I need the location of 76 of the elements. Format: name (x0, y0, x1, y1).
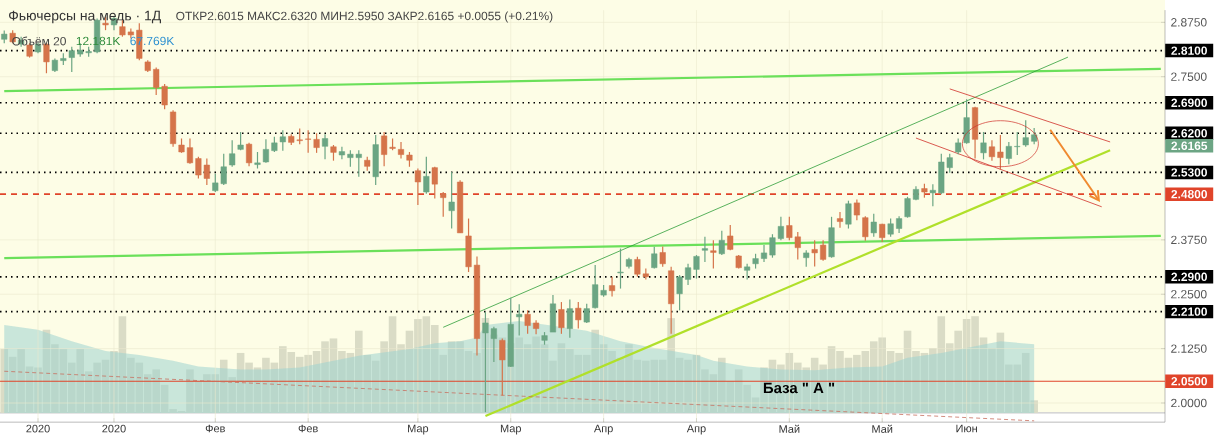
candlestick (845, 200, 852, 230)
candlestick (887, 217, 894, 238)
candlestick (718, 230, 725, 256)
y-tick-label: 2.2500 (1171, 290, 1207, 299)
candlestick (676, 274, 683, 311)
x-tick-label: Мар (408, 424, 429, 435)
annotation: База " А " (763, 382, 835, 394)
candlestick (583, 303, 590, 324)
candlestick (651, 246, 658, 270)
candlestick (760, 244, 768, 263)
ref-line-label: 2.6900 (1171, 98, 1207, 108)
candlestick (1005, 141, 1012, 165)
y-tick-label: 2.7500 (1171, 72, 1207, 81)
candlestick (744, 263, 751, 281)
candlestick (566, 298, 573, 339)
candlestick (710, 239, 717, 270)
candlestick (448, 171, 455, 230)
candlestick (997, 134, 1004, 170)
x-tick-label: Апр (686, 424, 706, 435)
chart-subtitle: ОТКР2.6015 МАКС2.6320 МИН2.5950 ЗАКР2.6165 +0.0055 (+0.21%) (176, 11, 553, 23)
candlestick (727, 224, 734, 251)
x-tick-label: Май (872, 424, 893, 433)
candlestick (338, 146, 345, 160)
x-tick-label: Фев (298, 424, 318, 433)
candlestick (440, 191, 447, 218)
candlestick (609, 276, 616, 298)
candlestick (516, 303, 523, 337)
candlestick (558, 301, 565, 335)
candlestick (862, 215, 869, 242)
candlestick (820, 239, 827, 262)
candlestick (1014, 131, 1021, 156)
candlestick (1022, 119, 1029, 148)
ref-line-label: 2.6200 (1171, 129, 1207, 138)
y-tick-label: 2.3750 (1171, 235, 1207, 245)
x-tick-label: 2020 (102, 424, 126, 433)
y-tick-label: 2.0000 (1171, 398, 1207, 408)
ref-line-label: 2.4800 (1171, 189, 1207, 199)
candlestick (414, 167, 421, 206)
candlestick (929, 183, 936, 207)
candlestick (617, 247, 624, 290)
x-tick-label: Апр (593, 424, 613, 435)
candlestick (659, 245, 666, 268)
x-tick-label: Май (779, 424, 800, 433)
candlestick (68, 46, 75, 73)
x-tick-label: Мар (500, 424, 521, 435)
candlestick (836, 211, 844, 229)
x-tick-label: Фев (205, 424, 225, 433)
text: 2.6165 (1171, 141, 1208, 151)
candlestick (701, 236, 708, 263)
candlestick (904, 196, 911, 219)
candlestick (397, 141, 405, 160)
ref-line-label: 2.2900 (1171, 272, 1207, 282)
candlestick (575, 301, 582, 330)
candlestick (229, 139, 236, 168)
candlestick (980, 131, 987, 160)
x-tick-label: Июн (956, 424, 977, 433)
y-tick-label: 2.8750 (1171, 18, 1207, 27)
candlestick (186, 137, 193, 165)
candlestick (685, 263, 692, 286)
y-tick-label: 2.1250 (1171, 344, 1207, 353)
candlestick (811, 239, 818, 267)
candlestick (262, 138, 269, 164)
ref-line-label: 2.2100 (1171, 307, 1207, 316)
candlestick (853, 198, 860, 221)
ref-line-label: 2.0500 (1171, 377, 1207, 386)
candlestick (524, 309, 531, 335)
ref-line-label: 2.8100 (1171, 46, 1207, 55)
ref-line-label: 2.5300 (1171, 168, 1207, 177)
chart-title: Фьючерсы на медь · 1Д (9, 10, 161, 24)
candlestick (423, 156, 430, 195)
candlestick (988, 139, 995, 162)
candlestick (321, 133, 329, 160)
x-tick-label: 2020 (26, 424, 50, 433)
candlestick (431, 166, 438, 200)
candlestick (693, 254, 700, 280)
candlestick (870, 213, 877, 238)
